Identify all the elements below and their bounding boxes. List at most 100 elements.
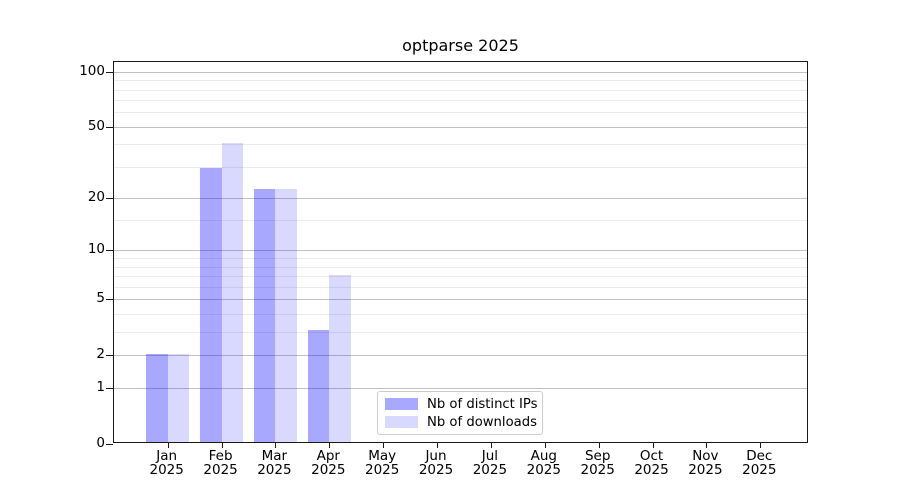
legend-label-nb-of-distinct-ips: Nb of distinct IPs <box>427 396 538 412</box>
x-axis-tick <box>167 442 169 448</box>
x-tick-year: 2025 <box>203 462 238 478</box>
bar-nb-of-distinct-ips-jan-2025 <box>146 353 168 442</box>
x-axis-tick <box>383 442 385 448</box>
y-axis-tick <box>106 250 113 252</box>
y-tick-label: 50 <box>87 117 105 134</box>
x-tick-year: 2025 <box>311 462 346 478</box>
x-axis-tick <box>760 442 762 448</box>
x-axis-tick <box>652 442 654 448</box>
gridline-minor <box>114 266 807 268</box>
x-tick-month: Oct <box>639 447 664 464</box>
gridline-major <box>114 387 807 389</box>
x-axis-tick <box>221 442 223 448</box>
bar-nb-of-distinct-ips-apr-2025 <box>307 330 330 442</box>
gridline-major <box>114 299 807 301</box>
x-tick-label: Sep 2025 <box>558 447 638 478</box>
gridline-minor <box>114 313 807 315</box>
legend-swatch-nb-of-distinct-ips <box>385 397 418 411</box>
x-tick-month: Jun <box>425 447 447 464</box>
y-axis-tick <box>106 355 113 356</box>
x-tick-year: 2025 <box>634 462 669 478</box>
y-tick-label: 5 <box>96 290 105 307</box>
x-tick-year: 2025 <box>580 462 615 478</box>
x-tick-year: 2025 <box>742 462 777 478</box>
y-axis-tick <box>106 299 113 301</box>
gridline-minor <box>114 331 807 333</box>
x-tick-month: Mar <box>261 447 288 464</box>
x-tick-month: Jul <box>481 447 499 464</box>
y-tick-label: 1 <box>96 378 105 395</box>
bar-nb-of-downloads-mar-2025 <box>275 189 298 442</box>
gridline-minor <box>114 112 807 114</box>
x-tick-year: 2025 <box>365 462 400 478</box>
x-tick-label: Jun 2025 <box>396 447 476 478</box>
x-axis-tick <box>275 442 277 448</box>
y-axis-tick <box>106 198 113 200</box>
gridline-minor <box>114 100 807 102</box>
gridline-minor <box>114 89 807 91</box>
gridline-major <box>114 198 807 200</box>
legend-swatch-nb-of-downloads <box>385 415 418 429</box>
x-tick-label: Nov 2025 <box>665 447 745 478</box>
x-tick-month: Sep <box>584 447 611 464</box>
gridline-minor <box>114 144 807 146</box>
y-tick-label: 10 <box>87 241 105 258</box>
x-tick-month: Dec <box>746 447 773 464</box>
x-tick-label: Mar 2025 <box>234 447 314 478</box>
x-tick-label: May 2025 <box>342 447 422 478</box>
x-tick-label: Dec 2025 <box>719 447 799 478</box>
gridline-major <box>114 355 807 356</box>
plot-area <box>106 61 808 448</box>
x-tick-year: 2025 <box>688 462 723 478</box>
x-tick-label: Oct 2025 <box>612 447 692 478</box>
gridline-minor <box>114 166 807 168</box>
x-tick-year: 2025 <box>472 462 508 478</box>
y-axis-tick <box>106 387 113 389</box>
gridline-major <box>114 126 807 128</box>
x-tick-label: Jan 2025 <box>127 447 207 478</box>
x-tick-year: 2025 <box>257 462 292 478</box>
bar-nb-of-downloads-apr-2025 <box>329 274 351 442</box>
x-tick-month: Nov <box>692 447 719 464</box>
legend-label-nb-of-downloads: Nb of downloads <box>427 414 537 430</box>
gridline-minor <box>114 286 807 288</box>
legend-item-nb-of-distinct-ips: Nb of distinct IPs <box>385 397 538 412</box>
chart-title: optparse 2025 <box>402 36 519 55</box>
legend: Nb of distinct IPs Nb of downloads <box>377 391 543 435</box>
x-axis-tick <box>437 442 438 448</box>
y-tick-label: 0 <box>96 434 105 451</box>
x-tick-month: Feb <box>208 447 233 464</box>
x-tick-label: Aug 2025 <box>504 447 584 478</box>
y-axis-tick <box>106 71 113 73</box>
gridline-minor <box>114 258 807 259</box>
y-axis-tick <box>106 126 113 128</box>
x-axis-tick <box>490 442 492 448</box>
gridline-minor <box>114 80 807 82</box>
y-tick-label: 100 <box>79 62 105 79</box>
y-axis-tick <box>106 443 113 445</box>
bar-nb-of-downloads-jan-2025 <box>167 353 190 442</box>
x-tick-month: Apr <box>316 447 340 464</box>
x-tick-label: Apr 2025 <box>288 447 368 478</box>
gridline-minor <box>114 276 807 277</box>
y-tick-label: 2 <box>96 346 105 362</box>
x-axis-tick <box>598 442 600 448</box>
bar-nb-of-distinct-ips-feb-2025 <box>199 168 222 442</box>
gridline-major <box>114 71 807 73</box>
legend-item-nb-of-downloads: Nb of downloads <box>385 414 537 430</box>
x-axis-tick <box>706 442 708 448</box>
bar-nb-of-downloads-feb-2025 <box>221 142 244 442</box>
x-tick-year: 2025 <box>149 462 184 478</box>
gridline-minor <box>114 220 807 222</box>
x-tick-month: Jan <box>156 447 178 464</box>
bar-nb-of-distinct-ips-mar-2025 <box>253 189 276 442</box>
y-tick-label: 20 <box>87 189 105 206</box>
x-tick-month: Aug <box>530 447 557 464</box>
gridline-major <box>114 250 807 252</box>
x-axis-tick <box>329 442 331 448</box>
x-tick-label: Jul 2025 <box>450 447 530 478</box>
x-tick-year: 2025 <box>526 462 561 478</box>
x-tick-month: May <box>368 447 397 464</box>
x-tick-year: 2025 <box>418 462 454 478</box>
